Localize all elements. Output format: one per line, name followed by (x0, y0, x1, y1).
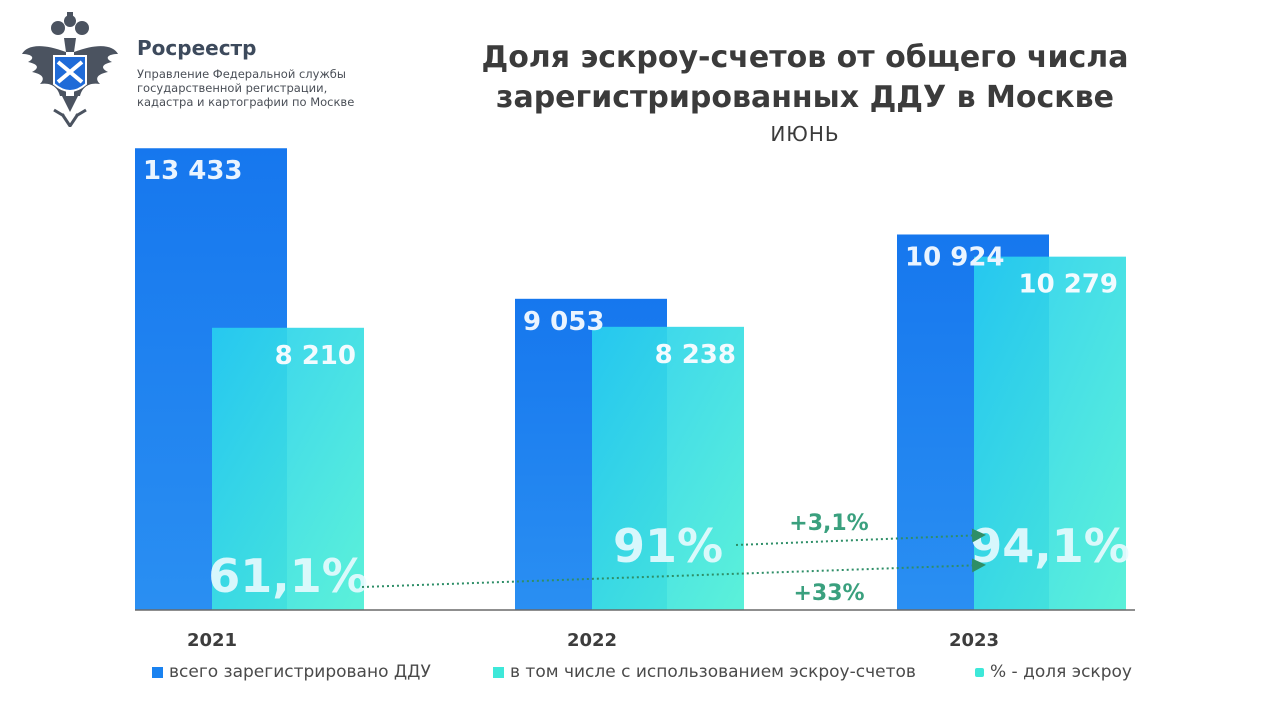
x-tick-2021: 2021 (187, 630, 237, 651)
org-description-line: государственной регистрации, (137, 81, 328, 95)
share-label-2022: 91% (613, 519, 723, 573)
x-tick-2022: 2022 (567, 630, 617, 651)
legend-swatch-escrow (493, 666, 504, 678)
chart-title-line: зарегистрированных ДДУ в Москве (496, 80, 1114, 115)
legend-item-share: % - доля эскроу (975, 662, 1132, 682)
x-tick-2023: 2023 (949, 630, 999, 651)
bar-escrow-2023 (974, 256, 1126, 610)
org-name: Росреестр (137, 36, 257, 60)
bar-label-escrow-2022: 8 238 (655, 340, 736, 370)
org-description-line: Управление Федеральной службы (137, 67, 346, 81)
bar-escrow-2021 (212, 327, 364, 610)
chart-legend: всего зарегистрировано ДДУ в том числе с… (0, 662, 1280, 686)
share-label-2021: 61,1% (208, 549, 368, 603)
chart-subtitle: ИЮНЬ (770, 122, 840, 146)
chart-title-line: Доля эскроу-счетов от общего числа (481, 40, 1129, 75)
change-label-2021-2023: +33% (793, 581, 864, 606)
legend-label-total: всего зарегистрировано ДДУ (169, 662, 431, 682)
bar-label-escrow-2021: 8 210 (275, 341, 356, 371)
org-description-line: кадастра и картографии по Москве (137, 95, 355, 109)
bar-label-total-2022: 9 053 (523, 307, 604, 337)
bar-label-escrow-2023: 10 279 (1018, 270, 1118, 300)
rosreestr-emblem (22, 12, 118, 127)
change-arrow-2021-2023 (361, 558, 986, 588)
bar-escrow-2022 (592, 326, 744, 610)
chart-title: Доля эскроу-счетов от общего числа зарег… (420, 38, 1190, 118)
legend-label-escrow: в том числе с использованием эскроу-счет… (510, 662, 916, 682)
bar-label-total-2023: 10 924 (905, 242, 1005, 272)
legend-swatch-total (152, 666, 163, 678)
legend-item-escrow: в том числе с использованием эскроу-счет… (493, 662, 916, 682)
bar-label-total-2021: 13 433 (143, 156, 243, 186)
org-description: Управление Федеральной службы государств… (137, 67, 377, 109)
legend-label-share: % - доля эскроу (990, 662, 1132, 682)
change-arrow-2022-2023 (735, 528, 986, 546)
legend-swatch-share (975, 667, 984, 677)
share-label-2023: 94,1% (970, 519, 1130, 573)
change-label-2022-2023: +3,1% (789, 511, 868, 536)
legend-item-total: всего зарегистрировано ДДУ (152, 662, 431, 682)
